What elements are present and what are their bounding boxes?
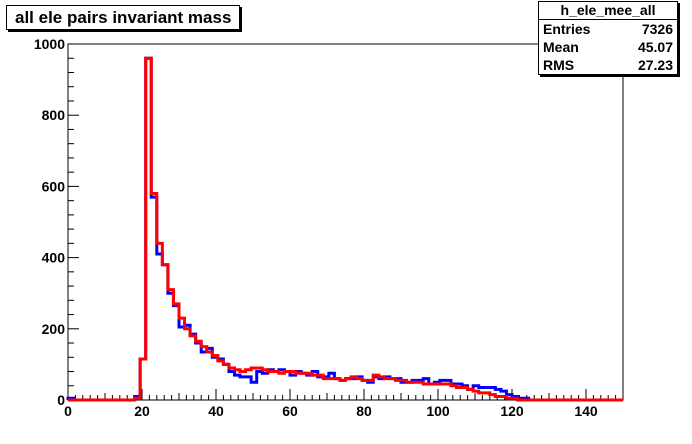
x-tick-label: 80 <box>356 403 372 419</box>
stats-histogram-name: h_ele_mee_all <box>539 2 677 20</box>
histogram-series-2 <box>68 56 623 402</box>
plot-frame <box>67 43 624 401</box>
stats-rms-label: RMS <box>543 57 575 73</box>
y-tick-label: 800 <box>42 107 66 123</box>
histogram-series-1 <box>66 56 623 402</box>
x-tick-label: 20 <box>134 403 150 419</box>
stats-mean-value: 45.07 <box>637 39 673 55</box>
x-tick-label: 140 <box>574 403 598 419</box>
stats-box: h_ele_mee_all Entries 7326 Mean 45.07 RM… <box>538 1 678 75</box>
chart-title: all ele pairs invariant mass <box>6 5 241 30</box>
x-tick-label: 40 <box>208 403 224 419</box>
y-tick-label: 1000 <box>34 36 65 52</box>
x-tick-label: 120 <box>500 403 524 419</box>
stats-mean-label: Mean <box>543 39 579 55</box>
x-tick-label: 60 <box>282 403 298 419</box>
y-tick-label: 600 <box>42 178 66 194</box>
y-tick-label: 400 <box>42 250 66 266</box>
y-tick-label: 200 <box>42 321 66 337</box>
y-tick-label: 0 <box>57 392 65 408</box>
stats-row-entries: Entries 7326 <box>539 20 677 38</box>
stats-row-rms: RMS 27.23 <box>539 56 677 74</box>
stats-rms-value: 27.23 <box>637 57 673 73</box>
stats-entries-value: 7326 <box>641 21 673 37</box>
x-tick-label: 0 <box>64 403 72 419</box>
stats-row-mean: Mean 45.07 <box>539 38 677 56</box>
stats-entries-label: Entries <box>543 21 591 37</box>
x-tick-label: 100 <box>426 403 450 419</box>
